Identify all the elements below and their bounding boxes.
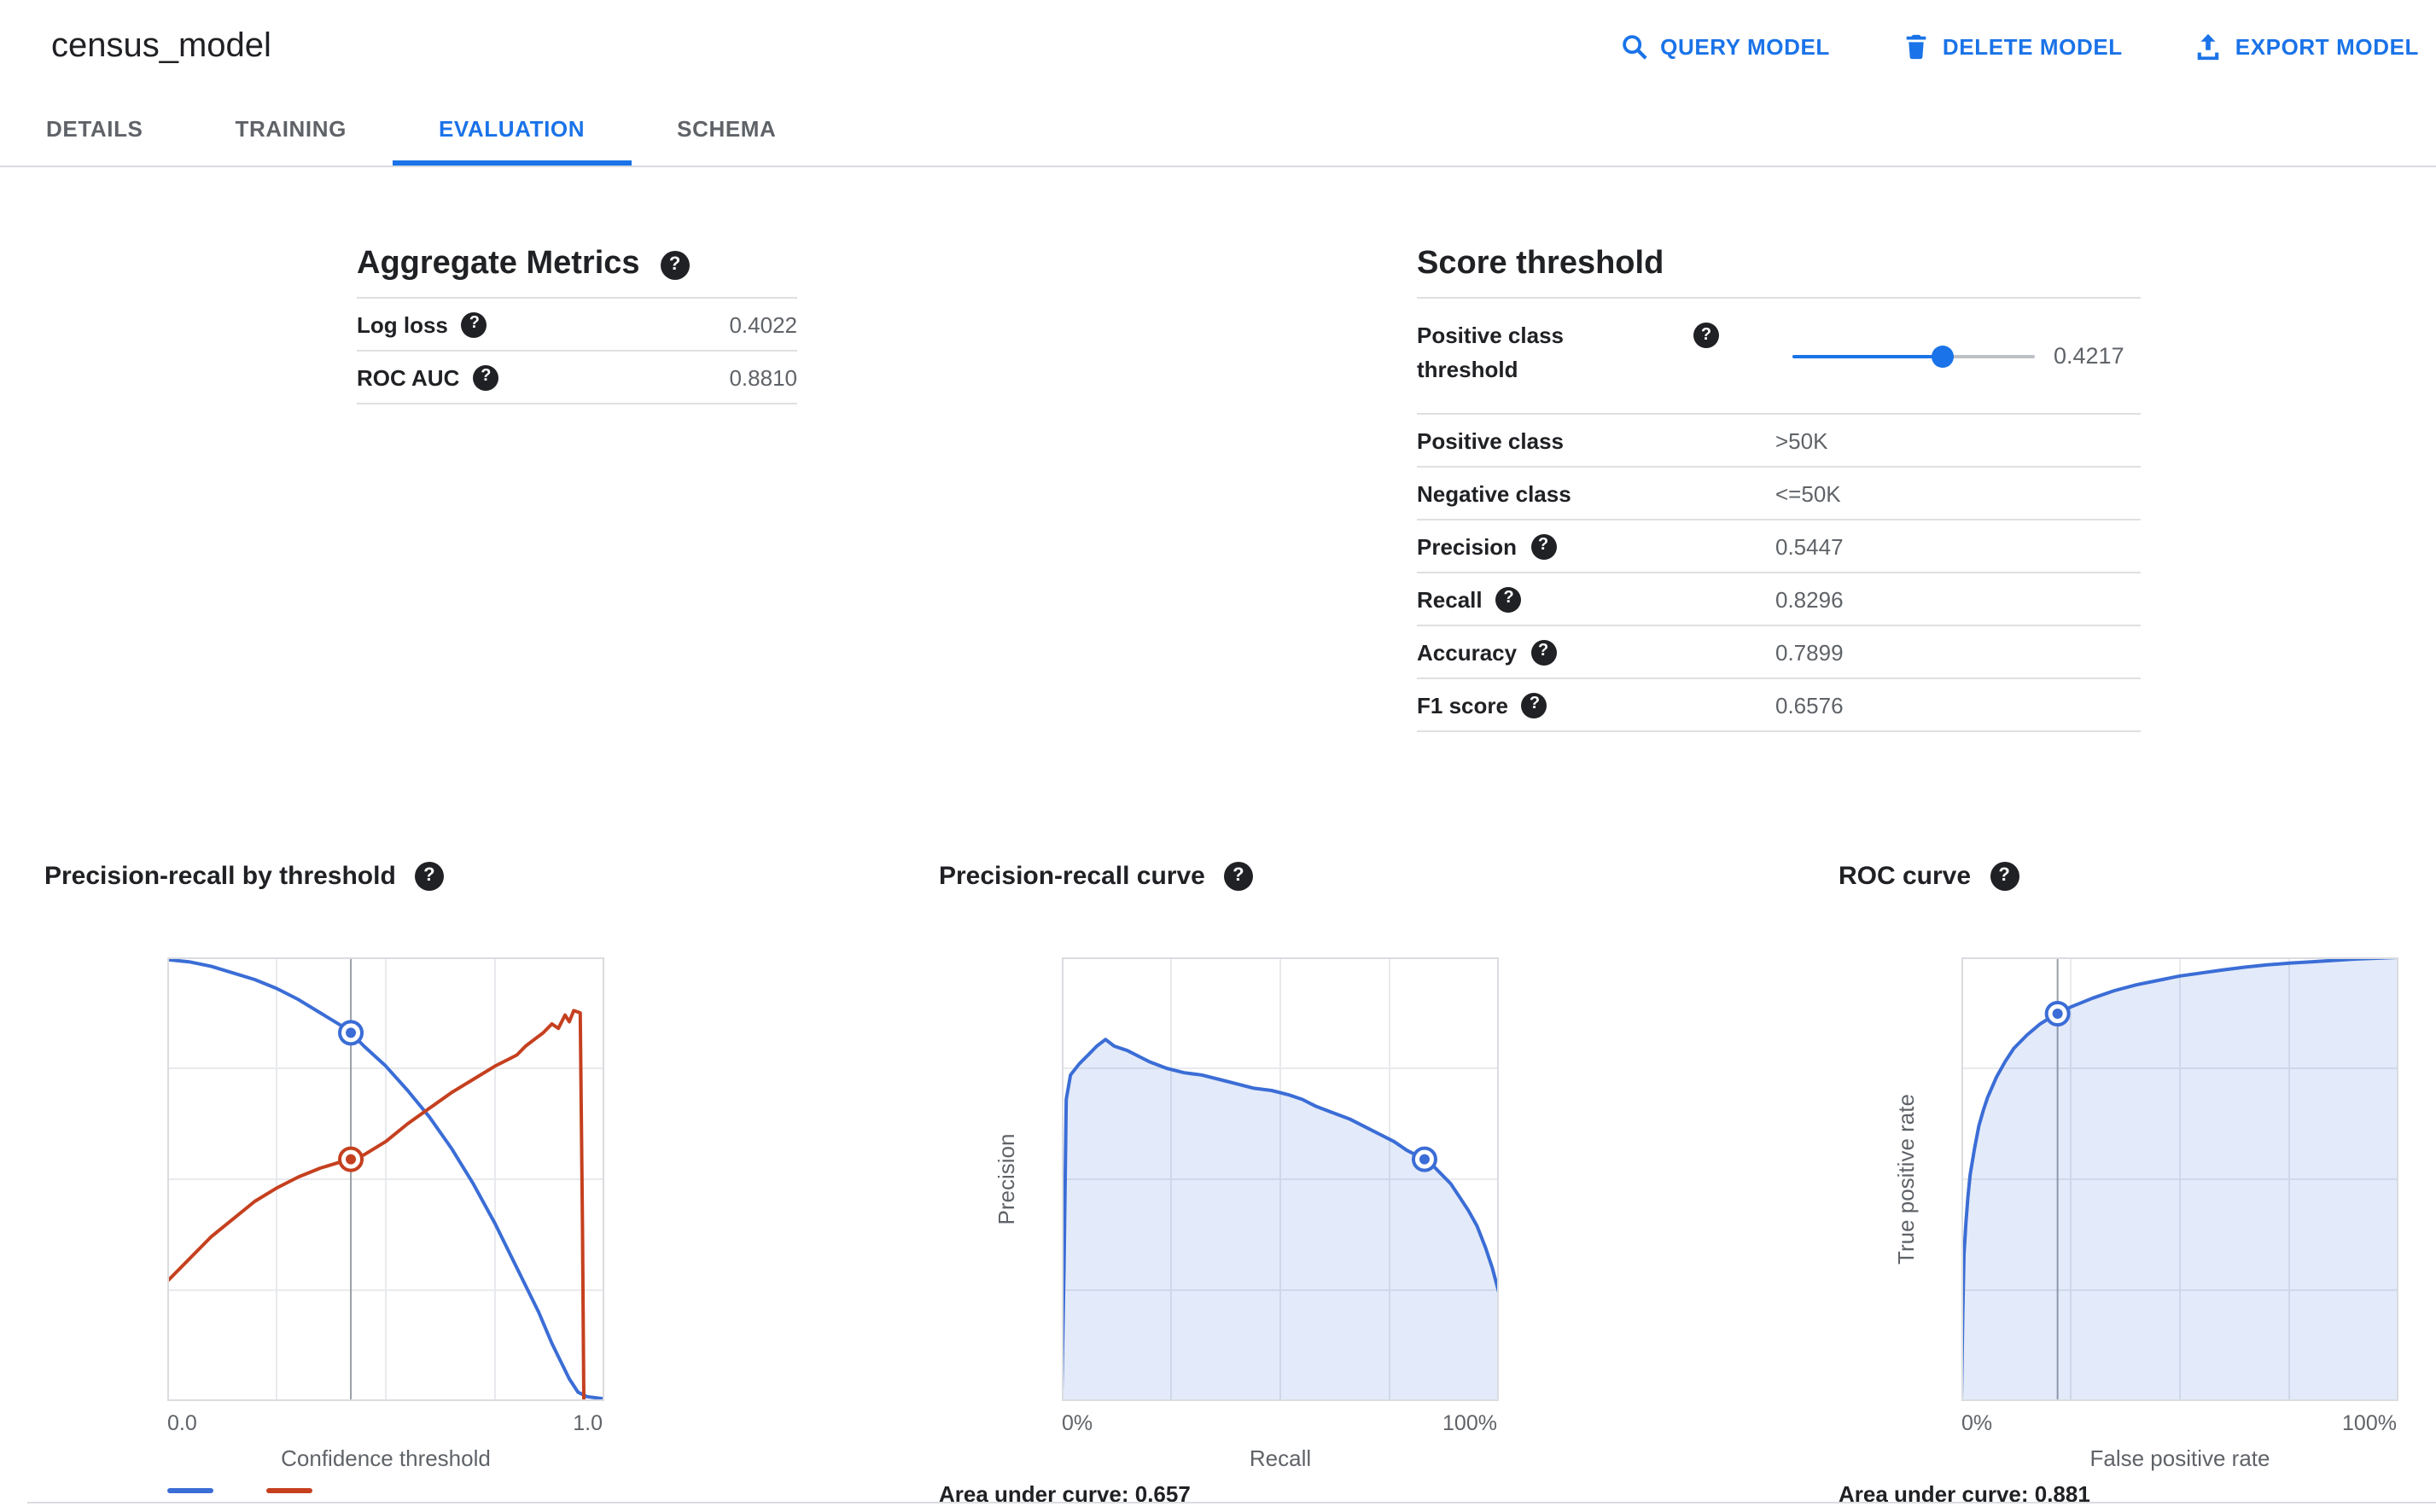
chart-title: Precision-recall curve xyxy=(939,861,1205,890)
export-model-button[interactable]: EXPORT MODEL xyxy=(2194,32,2419,61)
tab-details[interactable]: DETAILS xyxy=(46,116,143,142)
aggregate-metrics-section: Aggregate Metrics ? Log loss ? 0.4022 RO… xyxy=(357,239,797,404)
pr-by-threshold-chart: Precision-recall by threshold ? 0.0 1.0 … xyxy=(44,857,795,1512)
metric-label: F1 score xyxy=(1417,692,1508,718)
help-icon[interactable]: ? xyxy=(1521,692,1547,718)
query-model-button[interactable]: QUERY MODEL xyxy=(1619,32,1830,61)
aggregate-metrics-header: Aggregate Metrics ? xyxy=(357,239,797,290)
table-row: Accuracy ? 0.7899 xyxy=(1417,626,2141,679)
help-icon[interactable]: ? xyxy=(660,250,690,279)
threshold-value: 0.4217 xyxy=(2054,343,2124,369)
x-axis-label: False positive rate xyxy=(2089,1445,2270,1471)
score-threshold-table: Positive class threshold ? 0.4217 Positi… xyxy=(1417,297,2141,732)
threshold-slider[interactable] xyxy=(1792,299,2035,413)
help-icon[interactable]: ? xyxy=(1530,533,1557,559)
y-axis-label: Precision xyxy=(994,1133,1019,1225)
metric-value: <=50K xyxy=(1775,480,1841,506)
positive-class-threshold-row: Positive class threshold ? 0.4217 xyxy=(1417,299,2141,415)
table-row: Positive class >50K xyxy=(1417,415,2141,468)
metric-label: Log loss xyxy=(357,311,448,337)
help-icon[interactable]: ? xyxy=(1223,861,1253,890)
roc-curve-chart: ROC curve ? True positive rate 0% 100% F… xyxy=(1839,857,2436,1512)
precision-legend-swatch xyxy=(266,1488,312,1493)
pr-curve-plot[interactable] xyxy=(1062,957,1499,1401)
tab-training[interactable]: TRAINING xyxy=(235,116,347,142)
recall-legend-swatch xyxy=(167,1488,213,1493)
pr-curve-chart: Precision-recall curve ? Precision 0% 10… xyxy=(939,857,1690,1512)
x-tick-max: 100% xyxy=(1442,1411,1497,1435)
aggregate-metrics-title: Aggregate Metrics xyxy=(357,246,640,282)
x-axis-label: Confidence threshold xyxy=(281,1445,491,1471)
metric-value: 0.5447 xyxy=(1775,533,1844,559)
x-tick-max: 1.0 xyxy=(573,1411,603,1435)
x-tick-min: 0.0 xyxy=(167,1411,197,1435)
page-title: census_model xyxy=(51,26,271,64)
roc-curve-plot[interactable] xyxy=(1961,957,2398,1401)
x-tick-min: 0% xyxy=(1062,1411,1093,1435)
help-icon[interactable]: ? xyxy=(414,861,444,890)
chart-legend xyxy=(167,1488,312,1493)
header-actions: QUERY MODEL DELETE MODEL EXPORT MODEL xyxy=(1619,32,2436,61)
table-row: Precision ? 0.5447 xyxy=(1417,520,2141,573)
table-row: Log loss ? 0.4022 xyxy=(357,299,797,352)
chart-title: ROC curve xyxy=(1839,861,1972,890)
score-threshold-header: Score threshold xyxy=(1417,239,2141,290)
metric-label: Accuracy xyxy=(1417,639,1518,665)
metric-label: Precision xyxy=(1417,533,1518,559)
delete-model-label: DELETE MODEL xyxy=(1942,33,2123,59)
metric-value: 0.6576 xyxy=(1775,692,1844,718)
metric-label: Negative class xyxy=(1417,480,1571,506)
y-axis-label: True positive rate xyxy=(1893,1094,1919,1265)
metric-value: 0.8810 xyxy=(729,364,797,390)
header: census_model QUERY MODEL DELETE MODEL xyxy=(0,0,2436,92)
delete-model-button[interactable]: DELETE MODEL xyxy=(1902,32,2123,61)
help-icon[interactable]: ? xyxy=(1693,323,1719,348)
score-threshold-section: Score threshold Positive class threshold… xyxy=(1417,239,2141,732)
tab-evaluation[interactable]: EVALUATION xyxy=(392,92,632,166)
pr-by-threshold-plot[interactable] xyxy=(167,957,604,1401)
score-threshold-title: Score threshold xyxy=(1417,246,1664,282)
metric-value: 0.7899 xyxy=(1775,639,1844,665)
positive-class-threshold-label: Positive class threshold xyxy=(1417,323,1564,382)
export-model-label: EXPORT MODEL xyxy=(2235,33,2419,59)
metric-label: Positive class xyxy=(1417,427,1564,453)
aggregate-metrics-table: Log loss ? 0.4022 ROC AUC ? 0.8810 xyxy=(357,297,797,404)
metric-value: 0.4022 xyxy=(729,311,797,337)
x-tick-min: 0% xyxy=(1961,1411,1993,1435)
table-row: Negative class <=50K xyxy=(1417,468,2141,520)
table-row: F1 score ? 0.6576 xyxy=(1417,679,2141,732)
help-icon[interactable]: ? xyxy=(1495,586,1522,612)
export-icon xyxy=(2198,32,2220,60)
help-icon[interactable]: ? xyxy=(461,311,487,337)
metric-label: Recall xyxy=(1417,586,1483,612)
chart-title: Precision-recall by threshold xyxy=(44,861,396,890)
section-divider xyxy=(27,1502,2436,1503)
tab-schema[interactable]: SCHEMA xyxy=(677,116,777,142)
slider-thumb[interactable] xyxy=(1932,345,1955,367)
table-row: ROC AUC ? 0.8810 xyxy=(357,352,797,404)
search-icon xyxy=(1622,34,1646,59)
metric-value: >50K xyxy=(1775,427,1828,453)
help-icon[interactable]: ? xyxy=(473,364,499,390)
table-row: Recall ? 0.8296 xyxy=(1417,573,2141,626)
slider-fill xyxy=(1792,354,1944,358)
metric-value: 0.8296 xyxy=(1775,586,1844,612)
help-icon[interactable]: ? xyxy=(1990,861,2019,890)
x-axis-label: Recall xyxy=(1249,1445,1312,1471)
help-icon[interactable]: ? xyxy=(1530,639,1557,665)
x-tick-max: 100% xyxy=(2342,1411,2397,1435)
metric-label: ROC AUC xyxy=(357,364,460,390)
tab-bar: DETAILS TRAINING EVALUATION SCHEMA xyxy=(0,92,2436,167)
trash-icon xyxy=(1906,33,1926,59)
query-model-label: QUERY MODEL xyxy=(1660,33,1830,59)
